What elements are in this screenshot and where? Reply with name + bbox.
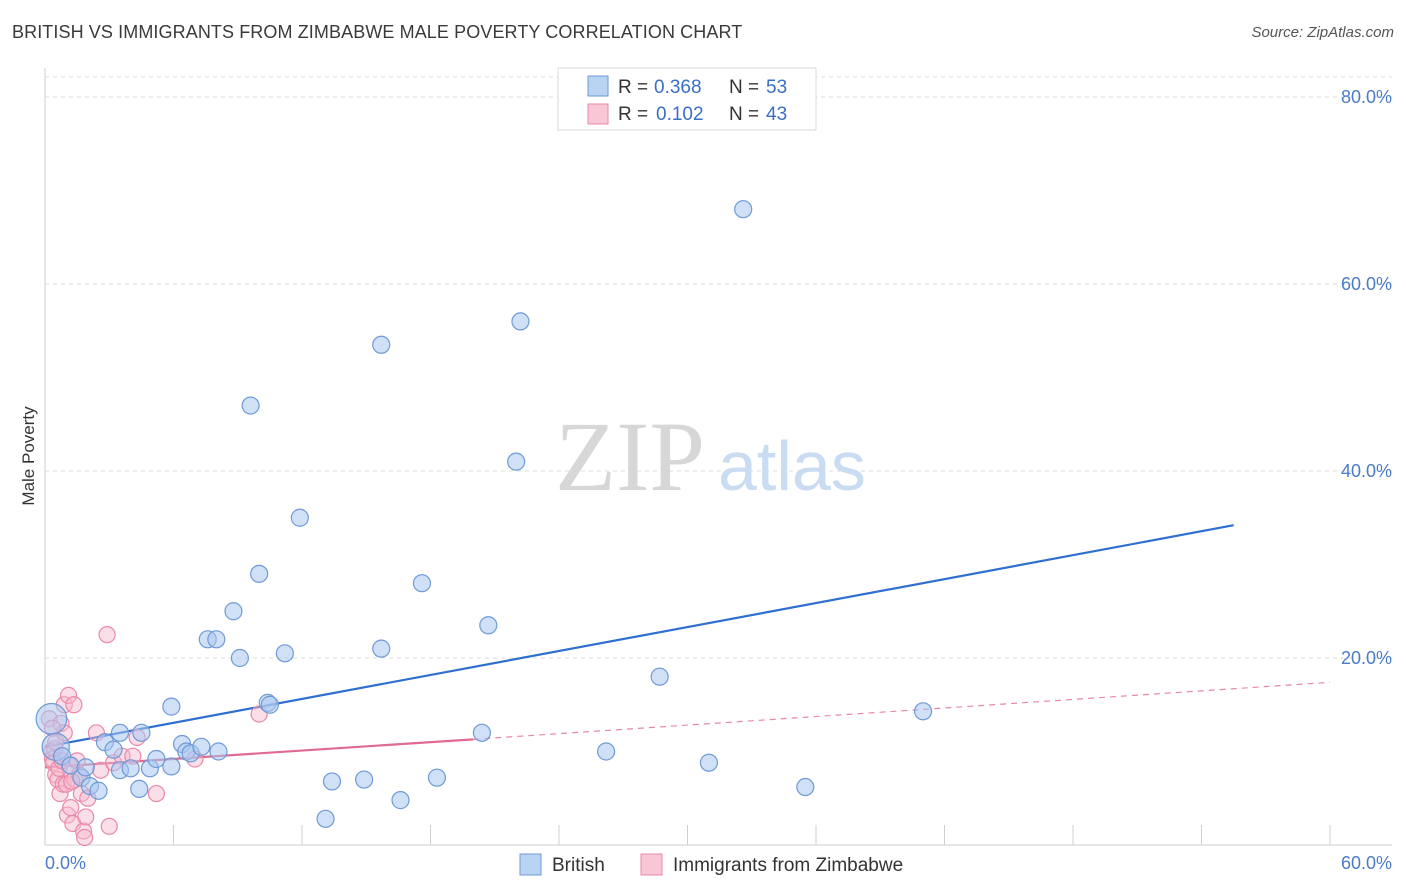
british-point-37 <box>372 335 391 354</box>
legend-r-label-zimbabwe: R = <box>618 104 648 125</box>
legend-swatch-zimbabwe <box>587 103 609 125</box>
british-point-12 <box>121 759 140 778</box>
british-point-45 <box>511 312 530 331</box>
british-point-24 <box>207 630 226 649</box>
british-point-40 <box>412 574 432 593</box>
british-point-26 <box>224 602 243 621</box>
legend-r-value-british: 0.368 <box>654 77 702 98</box>
watermark-zip: ZIP <box>555 401 705 512</box>
british-point-18 <box>162 757 181 776</box>
trend-line-british <box>44 524 1234 748</box>
british-point-14 <box>132 723 151 742</box>
british-point-25 <box>209 742 228 761</box>
x-tick-label-0: 0.0% <box>45 853 86 873</box>
legend-swatch-british <box>587 75 609 97</box>
british-point-7 <box>89 781 108 800</box>
british-point-28 <box>241 396 260 415</box>
zimbabwe-point-30 <box>98 626 116 644</box>
british-point-0 <box>35 702 68 735</box>
british-point-29 <box>250 564 269 583</box>
british-point-48 <box>699 753 719 772</box>
grid-layer <box>45 76 1392 659</box>
british-point-47 <box>650 667 669 686</box>
zimbabwe-point-36 <box>147 784 165 803</box>
y-tick-label-20: 20.0% <box>1341 648 1392 668</box>
british-point-46 <box>597 742 616 761</box>
british-point-5 <box>76 758 95 777</box>
british-point-51 <box>913 702 933 721</box>
british-point-17 <box>162 697 181 716</box>
british-point-13 <box>130 779 149 799</box>
bottom-legend-swatch-zimbabwe <box>640 853 663 876</box>
british-point-27 <box>230 648 249 668</box>
bottom-legend-zimbabwe: Immigrants from Zimbabwe <box>673 855 903 876</box>
zimbabwe-point-25 <box>76 828 94 847</box>
zimbabwe-point-15 <box>59 686 78 705</box>
british-point-44 <box>507 452 526 471</box>
british-point-49 <box>734 200 753 219</box>
british-point-32 <box>275 644 294 663</box>
trend-layer <box>44 524 1331 769</box>
british-point-34 <box>316 809 335 828</box>
british-point-9 <box>104 740 123 759</box>
axis-layer: 20.0% 40.0% 60.0% 80.0% 0.0% 60.0% <box>44 68 1392 873</box>
y-tick-label-60: 60.0% <box>1341 274 1392 294</box>
british-point-33 <box>290 508 309 527</box>
legend-n-label-zimbabwe: N = <box>729 104 759 125</box>
british-point-39 <box>391 791 410 810</box>
legend-r-label-british: R = <box>618 77 648 98</box>
british-point-35 <box>322 772 342 791</box>
zimbabwe-point-24 <box>74 822 93 840</box>
points-layer <box>35 200 933 847</box>
zimbabwe-point-8 <box>51 784 69 803</box>
watermark: ZIP atlas <box>555 401 866 512</box>
zimbabwe-point-19 <box>65 696 83 714</box>
british-point-38 <box>372 639 391 658</box>
british-point-22 <box>192 737 211 756</box>
british-point-16 <box>147 749 166 769</box>
zimbabwe-point-17 <box>62 798 80 817</box>
british-point-50 <box>796 777 815 797</box>
y-tick-label-40: 40.0% <box>1341 461 1392 481</box>
british-point-41 <box>427 768 447 787</box>
bottom-legend-british: British <box>552 855 605 876</box>
british-point-31 <box>260 695 279 714</box>
trend-line-zimbabwe-extension <box>473 681 1331 740</box>
zimbabwe-point-26 <box>77 808 95 826</box>
zimbabwe-point-31 <box>100 817 118 835</box>
legend-n-label-british: N = <box>729 77 759 98</box>
bottom-legend-swatch-british <box>519 853 542 876</box>
source-label: Source: ZipAtlas.com <box>1251 24 1394 41</box>
british-point-43 <box>479 616 498 635</box>
legend-n-value-zimbabwe: 43 <box>766 104 787 125</box>
chart-title: BRITISH VS IMMIGRANTS FROM ZIMBABWE MALE… <box>12 22 743 42</box>
watermark-atlas: atlas <box>718 427 866 505</box>
y-axis-label: Male Poverty <box>19 406 38 506</box>
bottom-legend: British Immigrants from Zimbabwe <box>519 853 903 876</box>
british-point-10 <box>110 723 130 742</box>
british-point-42 <box>472 723 491 742</box>
legend-r-value-zimbabwe: 0.102 <box>656 104 704 125</box>
x-tick-label-60: 60.0% <box>1341 853 1392 873</box>
legend: R = 0.368 N = 53 R = 0.102 N = 43 <box>557 67 817 131</box>
y-tick-label-80: 80.0% <box>1341 87 1392 107</box>
british-point-36 <box>355 770 374 789</box>
legend-n-value-british: 53 <box>766 77 787 98</box>
